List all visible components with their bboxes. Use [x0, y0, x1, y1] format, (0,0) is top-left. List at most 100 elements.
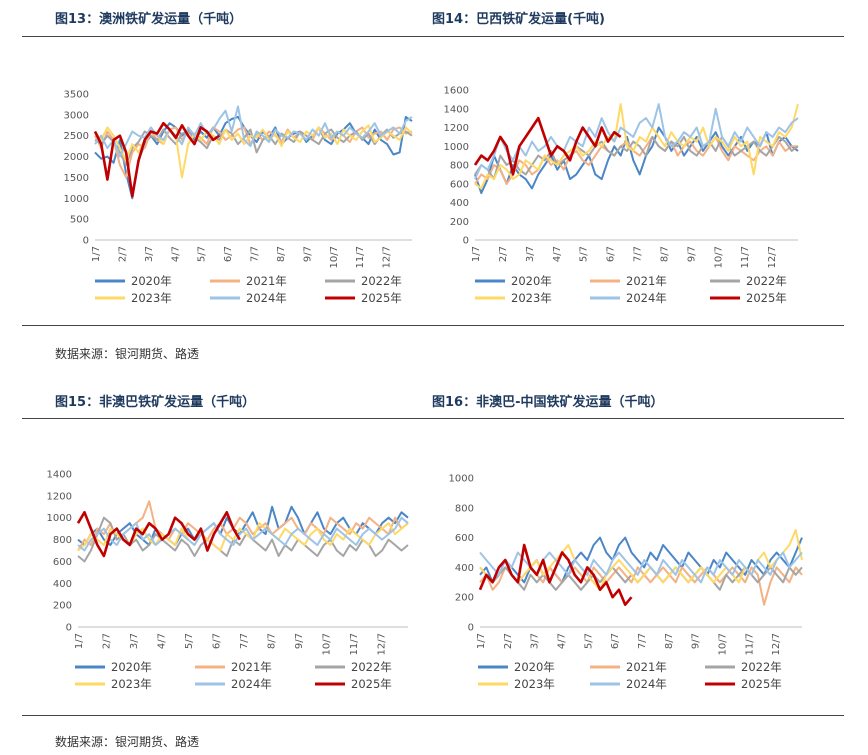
legend-label-2025: 2025年	[351, 677, 392, 691]
x-tick-label: 11/7	[740, 246, 751, 268]
legend-label-2023: 2023年	[511, 291, 552, 305]
legend-label-2023: 2023年	[131, 291, 172, 305]
x-tick-label: 9/7	[294, 633, 305, 649]
x-tick-label: 2/7	[102, 633, 113, 649]
x-tick-label: 8/7	[659, 246, 670, 262]
y-tick-label: 400	[53, 579, 72, 590]
legend-label-2020: 2020年	[111, 660, 152, 674]
x-tick-label: 9/7	[686, 246, 697, 262]
x-tick-label: 5/7	[583, 633, 594, 649]
series-line-2020	[474, 126, 799, 195]
y-tick-label: 3500	[64, 90, 89, 101]
y-tick-label: 1000	[444, 142, 469, 153]
chart-fig15: 0 200 400 600 800 1000 1200 1400 1/7 2/7 3/7 4/7 5/7…	[47, 470, 409, 691]
y-tick-label: 2500	[64, 131, 89, 142]
x-tick-label: 1/7	[476, 633, 487, 649]
middle-rule-2	[22, 418, 844, 419]
x-tick-label: 7/7	[239, 633, 250, 649]
y-tick-label: 200	[53, 601, 72, 612]
legend-label-2020: 2020年	[514, 660, 555, 674]
fig16-title: 图16：非澳巴-中国铁矿发运量（千吨）	[432, 395, 664, 410]
legend-label-2022: 2022年	[741, 660, 782, 674]
chart-fig13: 0 500 1000 1500 2000 2500 3000 3500 1/7 2/7 3/7 4/7…	[64, 90, 413, 305]
x-tick-label: 10/7	[329, 246, 340, 268]
x-tick-label: 6/7	[212, 633, 223, 649]
x-tick-label: 12/7	[771, 633, 782, 655]
x-tick-label: 6/7	[610, 633, 621, 649]
series-line-2025	[473, 116, 622, 176]
x-tick-label: 4/7	[552, 246, 563, 262]
y-tick-label: 0	[468, 623, 474, 634]
x-tick-label: 8/7	[276, 246, 287, 262]
legend-label-2021: 2021年	[626, 274, 667, 288]
x-tick-label: 2/7	[498, 246, 509, 262]
x-tick-label: 7/7	[637, 633, 648, 649]
x-tick-label: 3/7	[525, 246, 536, 262]
y-tick-label: 400	[450, 198, 469, 209]
y-tick-label: 1200	[444, 123, 469, 134]
y-tick-label: 1200	[47, 491, 72, 502]
bottom-rule	[22, 715, 844, 716]
y-tick-label: 200	[450, 217, 469, 228]
y-tick-label: 2000	[64, 152, 89, 163]
legend-label-2021: 2021年	[246, 274, 287, 288]
fig14-title: 图14：巴西铁矿发运量(千吨)	[432, 12, 605, 27]
x-tick-label: 1/7	[91, 246, 102, 262]
x-tick-label: 4/7	[557, 633, 568, 649]
legend-label-2024: 2024年	[231, 677, 272, 691]
legend-label-2024: 2024年	[626, 291, 667, 305]
y-tick-label: 800	[450, 161, 469, 172]
legend-label-2022: 2022年	[746, 274, 787, 288]
y-tick-label: 1000	[47, 513, 72, 524]
y-tick-label: 0	[463, 236, 469, 247]
y-tick-label: 0	[83, 236, 89, 247]
y-tick-label: 1000	[64, 194, 89, 205]
y-tick-label: 1400	[444, 104, 469, 115]
x-tick-label: 10/7	[718, 633, 729, 655]
x-tick-label: 11/7	[744, 633, 755, 655]
x-tick-label: 2/7	[503, 633, 514, 649]
x-tick-label: 9/7	[302, 246, 313, 262]
series-line-2024	[474, 103, 799, 180]
x-tick-label: 5/7	[197, 246, 208, 262]
fig13-title: 图13：澳洲铁矿发运量（千吨）	[55, 12, 243, 27]
y-tick-label: 1600	[444, 86, 469, 97]
y-tick-label: 1400	[47, 470, 72, 481]
x-tick-label: 4/7	[157, 633, 168, 649]
source-top: 数据来源：银河期货、路透	[55, 347, 200, 361]
legend-label-2022: 2022年	[361, 274, 402, 288]
legend-label-2025: 2025年	[741, 677, 782, 691]
legend-label-2021: 2021年	[626, 660, 667, 674]
x-tick-label: 3/7	[144, 246, 155, 262]
series-line-2023	[474, 103, 799, 190]
x-tick-label: 5/7	[579, 246, 590, 262]
chart-fig16: 0 200 400 600 800 1000 1/7 2/7 3/7 4/7 5/7 6/7 7/7 8/…	[449, 474, 803, 691]
y-tick-label: 1000	[449, 474, 474, 485]
x-tick-label: 12/7	[767, 246, 778, 268]
x-tick-label: 7/7	[633, 246, 644, 262]
x-tick-label: 8/7	[664, 633, 675, 649]
y-tick-label: 200	[455, 593, 474, 604]
x-tick-label: 12/7	[382, 246, 393, 268]
fig15-title: 图15：非澳巴铁矿发运量（千吨）	[55, 395, 256, 410]
x-tick-label: 7/7	[250, 246, 261, 262]
legend-label-2024: 2024年	[246, 291, 287, 305]
y-tick-label: 800	[53, 535, 72, 546]
x-tick-label: 1/7	[471, 246, 482, 262]
y-tick-label: 1500	[64, 173, 89, 184]
x-tick-label: 4/7	[170, 246, 181, 262]
series-line-2025	[478, 543, 633, 606]
x-tick-label: 10/7	[713, 246, 724, 268]
legend-label-2023: 2023年	[514, 677, 555, 691]
y-tick-label: 0	[66, 623, 72, 634]
middle-rule-1	[22, 325, 844, 326]
y-tick-label: 800	[455, 503, 474, 514]
chart-fig14: 0 200 400 600 800 1000 1200 1400 1600 1/7 2/7 3/7 4/…	[444, 86, 799, 305]
series-line-2025	[93, 121, 221, 198]
x-tick-label: 8/7	[267, 633, 278, 649]
x-tick-label: 10/7	[322, 633, 333, 655]
y-tick-label: 3000	[64, 110, 89, 121]
top-rule	[22, 36, 844, 37]
x-tick-label: 9/7	[691, 633, 702, 649]
y-tick-label: 600	[455, 533, 474, 544]
